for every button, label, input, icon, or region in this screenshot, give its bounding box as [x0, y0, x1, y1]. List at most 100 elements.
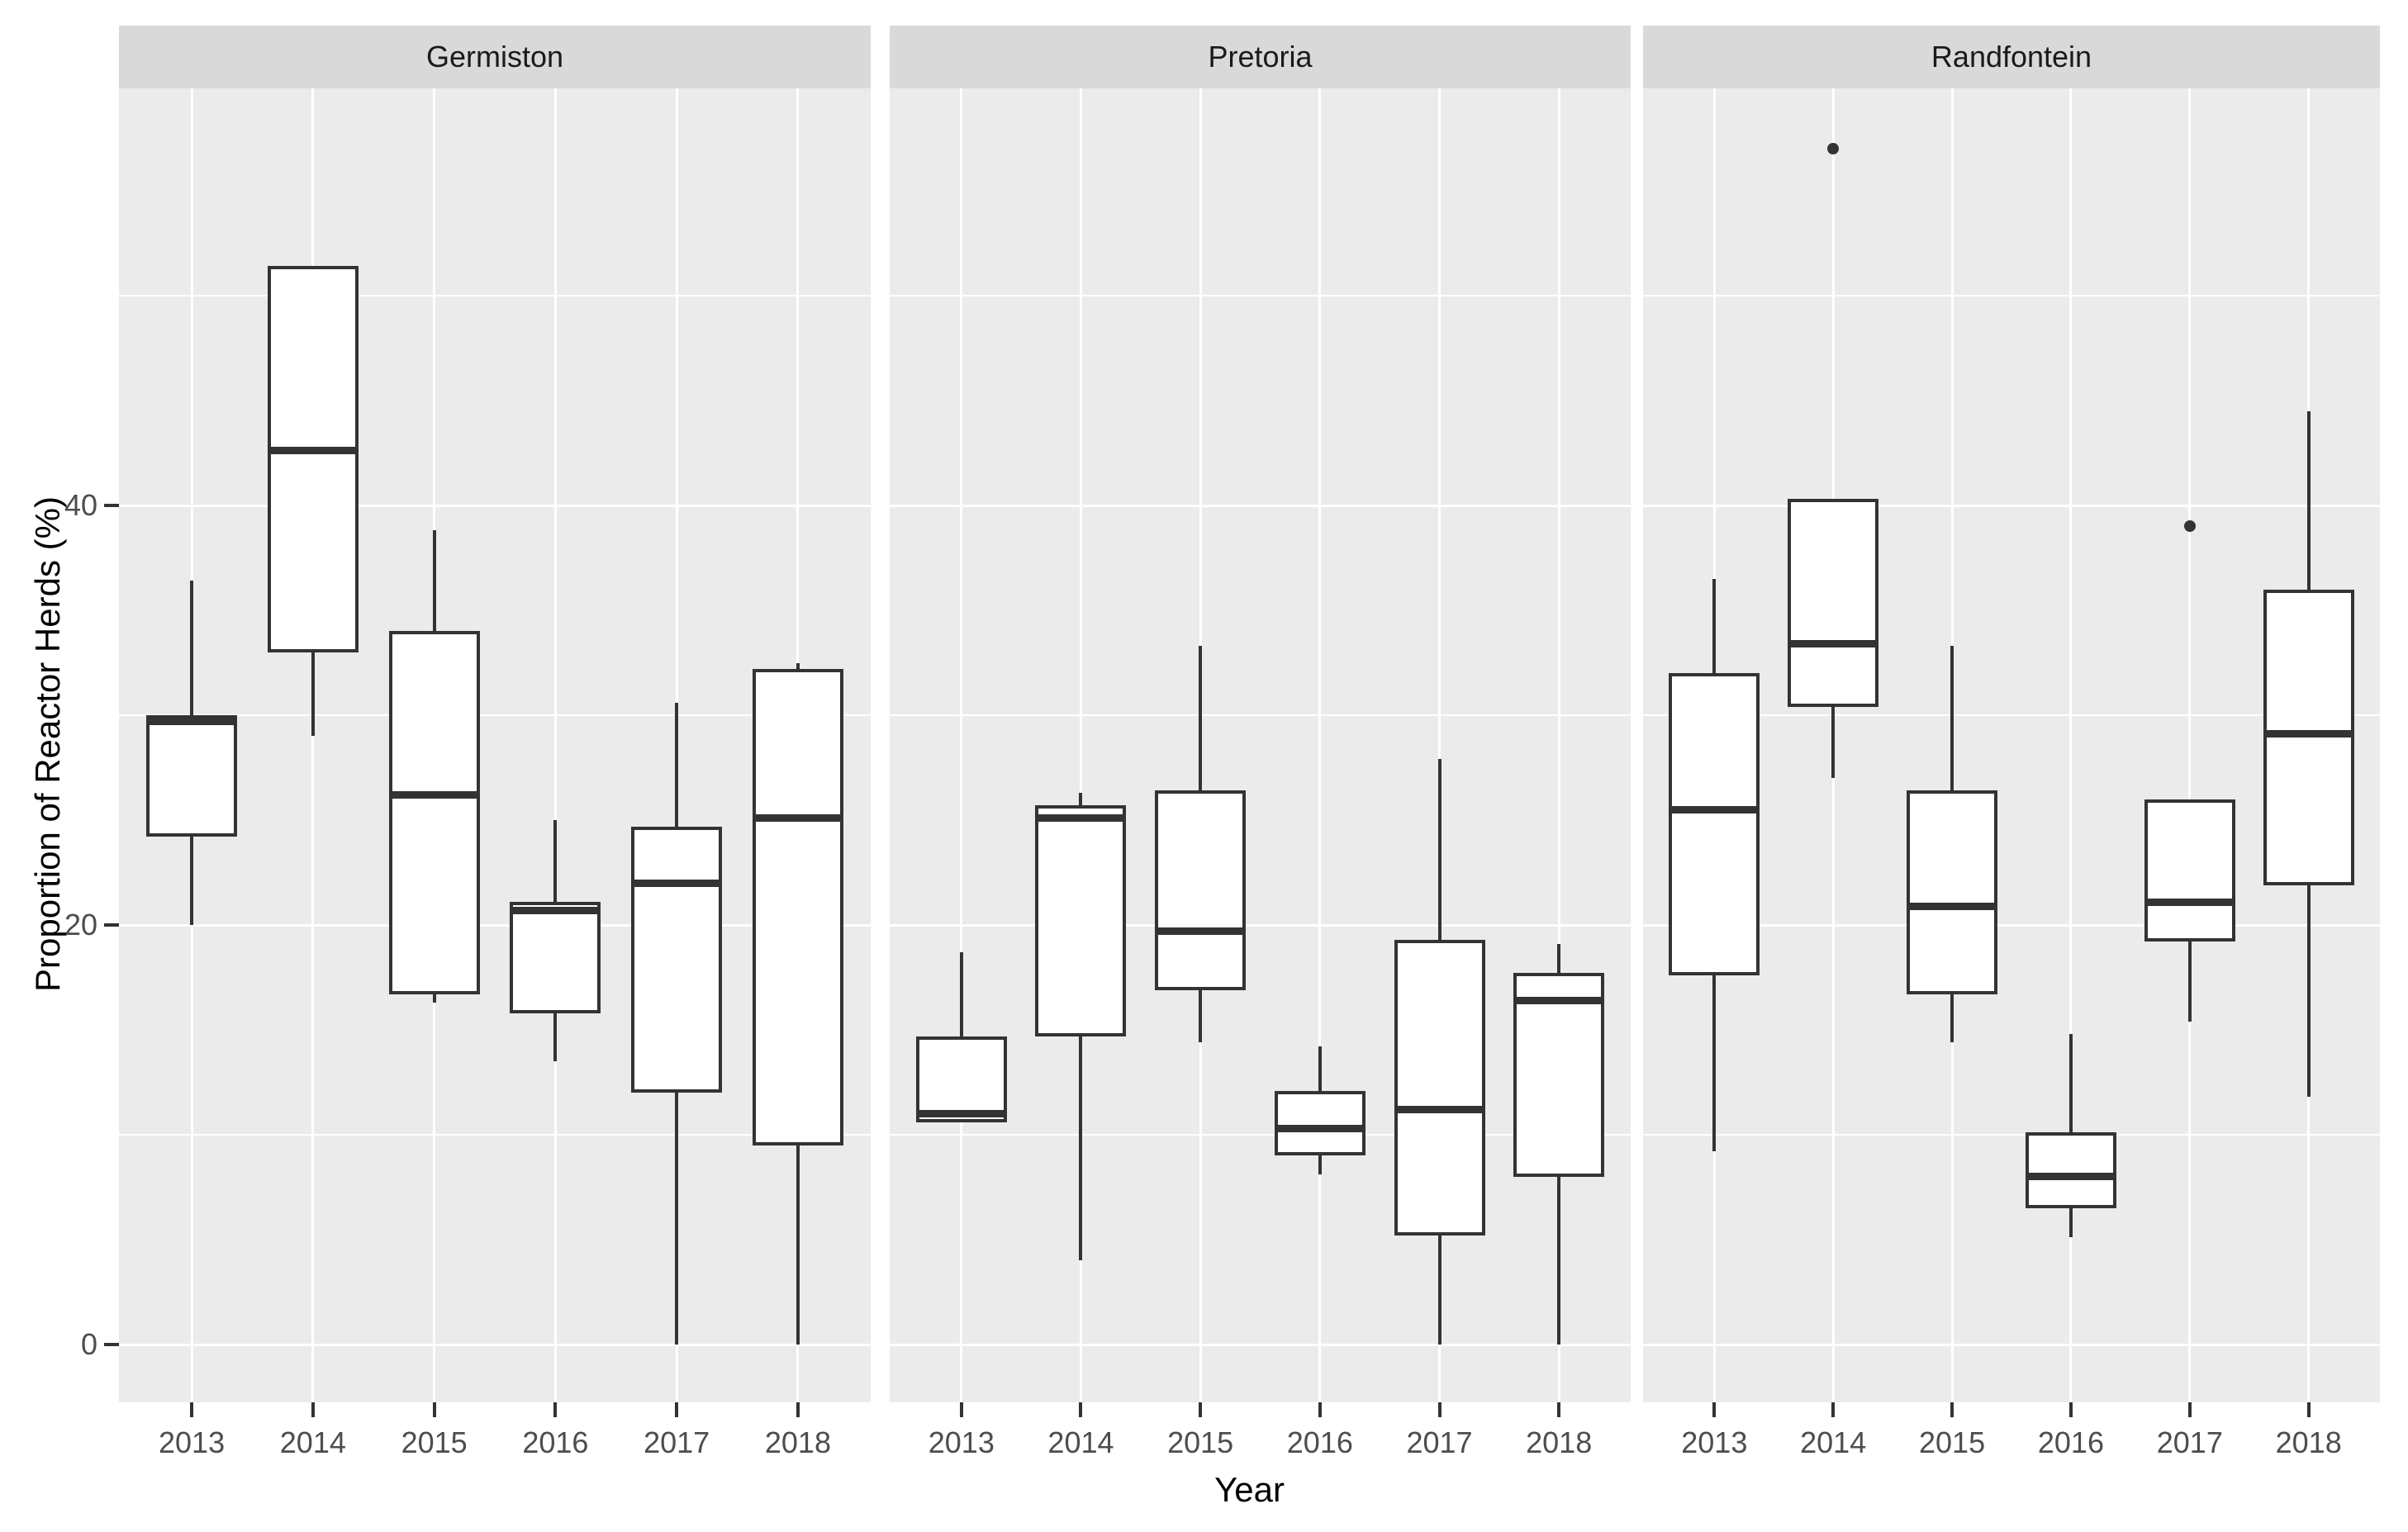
box-whisker-lower [311, 652, 315, 737]
box-whisker-upper [1079, 792, 1083, 806]
facet-strip: Germiston [119, 26, 871, 88]
x-axis-tick [1079, 1402, 1083, 1417]
median-line [510, 906, 601, 914]
median-line [915, 1110, 1007, 1118]
gridline-v-major [1318, 88, 1322, 1402]
x-tick-label: 2013 [928, 1425, 995, 1459]
x-tick-label: 2018 [2275, 1425, 2342, 1459]
median-line [1907, 902, 1998, 910]
x-axis-tick [1437, 1402, 1441, 1417]
boxplot-box [510, 902, 601, 1013]
box-whisker-upper [190, 581, 194, 715]
box-whisker-lower [796, 1145, 800, 1345]
x-tick-label: 2014 [279, 1425, 346, 1459]
y-tick-label: 40 [64, 488, 97, 522]
box-whisker-lower [2068, 1207, 2073, 1238]
box-whisker-upper [1712, 578, 1717, 674]
gridline-h-minor [119, 295, 871, 296]
gridline-v-major [960, 88, 963, 1402]
median-line [2025, 1173, 2116, 1181]
x-tick-label: 2014 [1047, 1425, 1114, 1459]
gridline-h-major [890, 1343, 1631, 1346]
box-whisker-upper [1199, 646, 1203, 791]
gridline-h-minor [119, 714, 871, 716]
gridline-h-minor [890, 295, 1631, 296]
box-whisker-lower [1318, 1155, 1322, 1175]
x-axis-title: Year [1214, 1470, 1285, 1509]
facet-strip: Randfontein [1643, 26, 2380, 88]
gridline-h-major [1643, 923, 2380, 927]
x-tick-label: 2017 [644, 1425, 710, 1459]
median-line [2263, 730, 2354, 738]
y-axis-tick [104, 923, 119, 927]
gridline-h-major [119, 1343, 871, 1346]
gridline-h-major [890, 504, 1631, 507]
outlier-point [1827, 143, 1840, 155]
box-whisker-lower [190, 837, 194, 925]
boxplot-box [915, 1036, 1007, 1122]
gridline-h-major [890, 923, 1631, 927]
boxplot-box [2025, 1132, 2116, 1208]
x-axis-tick [2306, 1402, 2311, 1417]
y-axis-title: Proportion of Reactor Herds (%) [28, 496, 67, 992]
x-tick-label: 2017 [1406, 1425, 1473, 1459]
gridline-v-major [311, 88, 315, 1402]
facet-panel [1643, 88, 2380, 1402]
x-tick-label: 2014 [1800, 1425, 1867, 1459]
x-axis-tick [1318, 1402, 1322, 1417]
facet-panel [119, 88, 871, 1402]
x-axis-tick [1557, 1402, 1561, 1417]
facet-strip-label: Pretoria [1208, 40, 1313, 74]
box-whisker-lower [1437, 1235, 1441, 1345]
gridline-v-major [1557, 88, 1560, 1402]
box-whisker-lower [432, 994, 436, 1003]
gridline-h-minor [890, 714, 1631, 716]
box-whisker-upper [1437, 759, 1441, 940]
x-tick-label: 2016 [522, 1425, 589, 1459]
x-axis-tick [2187, 1402, 2192, 1417]
box-whisker-upper [2068, 1034, 2073, 1133]
gridline-v-major [2188, 88, 2192, 1402]
box-whisker-upper [675, 702, 679, 827]
facet-strip-label: Germiston [425, 40, 564, 74]
x-axis-tick [2068, 1402, 2073, 1417]
gridline-h-major [119, 923, 871, 927]
median-line [2144, 898, 2235, 906]
boxplot-box [1513, 973, 1605, 1177]
box-whisker-upper [553, 820, 558, 903]
x-tick-label: 2015 [401, 1425, 468, 1459]
x-tick-label: 2013 [159, 1425, 226, 1459]
boxplot-box [1669, 673, 1760, 975]
gridline-h-minor [119, 1134, 871, 1136]
median-line [752, 813, 843, 822]
box-whisker-upper [1950, 646, 1954, 791]
median-line [1669, 805, 1760, 813]
boxplot-box [1035, 805, 1127, 1036]
median-line [1035, 813, 1127, 822]
median-line [1788, 640, 1879, 648]
x-tick-label: 2018 [764, 1425, 831, 1459]
box-whisker-lower [1712, 975, 1717, 1152]
y-axis-tick [104, 504, 119, 507]
median-line [1394, 1106, 1485, 1114]
box-whisker-lower [675, 1093, 679, 1345]
gridline-v-major [2069, 88, 2073, 1402]
gridline-h-major [1643, 504, 2380, 507]
box-whisker-upper [2306, 410, 2311, 590]
x-axis-tick [796, 1402, 800, 1417]
x-axis-tick [432, 1402, 436, 1417]
box-whisker-upper [432, 530, 436, 632]
boxplot-box [1394, 939, 1485, 1236]
gridline-h-minor [1643, 714, 2380, 716]
y-tick-label: 20 [64, 908, 97, 941]
x-axis-tick [1950, 1402, 1954, 1417]
gridline-h-major [1643, 1343, 2380, 1346]
median-line [1513, 996, 1605, 1004]
box-whisker-upper [959, 952, 963, 1036]
gridline-v-major [1079, 88, 1082, 1402]
facet-strip-label: Randfontein [1931, 40, 2092, 74]
boxplot-box [1274, 1090, 1365, 1156]
box-whisker-lower [1950, 994, 1954, 1043]
x-tick-label: 2016 [1286, 1425, 1353, 1459]
x-axis-tick [190, 1402, 194, 1417]
